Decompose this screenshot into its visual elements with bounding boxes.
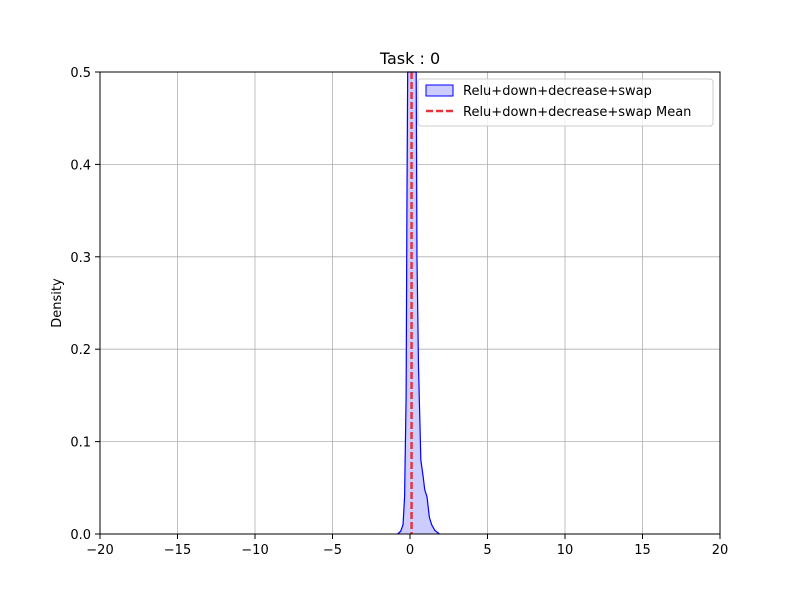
y-axis: 0.0 0.1 0.2 0.3 0.4 0.5: [70, 66, 100, 543]
x-axis: −20 −15 −10 −5 0 5 10 15 20: [86, 534, 728, 558]
y-axis-label: Density: [50, 278, 65, 328]
y-tick-label: 0.0: [70, 528, 91, 543]
legend-label-mean: Relu+down+decrease+swap Mean: [463, 105, 691, 120]
legend: Relu+down+decrease+swap Relu+down+decrea…: [417, 78, 714, 127]
legend-label-density: Relu+down+decrease+swap: [463, 84, 652, 99]
x-tick-label: −5: [323, 543, 342, 558]
x-tick-label: −20: [86, 543, 113, 558]
legend-swatch-density: [425, 84, 454, 97]
chart-title: Task : 0: [379, 49, 440, 68]
x-tick-label: 15: [634, 543, 651, 558]
x-tick-label: 5: [483, 543, 491, 558]
x-tick-label: 0: [406, 543, 414, 558]
y-tick-label: 0.4: [70, 158, 91, 173]
legend-box: [417, 78, 714, 127]
x-tick-label: 20: [712, 543, 729, 558]
density-curve: [397, 71, 440, 535]
y-tick-label: 0.1: [70, 436, 91, 451]
y-tick-label: 0.3: [70, 251, 91, 266]
plot-area: [397, 71, 440, 535]
x-tick-label: 10: [557, 543, 574, 558]
x-tick-label: −10: [241, 543, 268, 558]
x-tick-label: −15: [164, 543, 191, 558]
density-fill: [397, 72, 440, 534]
y-tick-label: 0.5: [70, 66, 91, 81]
y-tick-label: 0.2: [70, 343, 91, 358]
